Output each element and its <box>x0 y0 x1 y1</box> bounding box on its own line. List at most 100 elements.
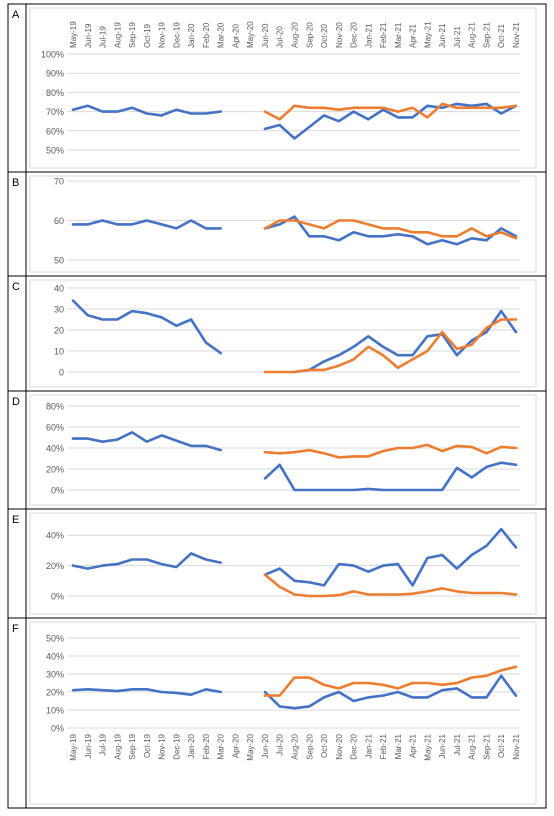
y-tick-label: 0% <box>51 486 64 496</box>
y-tick-label: 10% <box>46 706 64 716</box>
x-tick-label: Aug-20 <box>291 22 300 48</box>
x-tick-label: Jul-21 <box>453 26 462 48</box>
chart-area-frame <box>29 512 537 615</box>
x-tick-label: Jun-19 <box>84 23 93 48</box>
x-tick-label: May-20 <box>246 21 255 48</box>
x-tick-label: Jan-20 <box>187 23 196 48</box>
panel-label: F <box>12 623 19 635</box>
panel-label: B <box>12 177 19 189</box>
x-tick-label: Dec-19 <box>172 22 181 48</box>
series-line-2 <box>263 573 518 598</box>
x-tick-label: Sep-20 <box>305 733 314 759</box>
x-tick-label: Mar-21 <box>394 733 403 759</box>
panel-label: D <box>12 396 20 408</box>
x-tick-label: Feb-20 <box>202 22 211 48</box>
x-tick-label: Aug-19 <box>113 22 122 48</box>
x-tick-label: Sep-19 <box>128 733 137 759</box>
x-tick-label: Oct-21 <box>497 733 506 758</box>
x-tick-label: Oct-21 <box>497 23 506 48</box>
x-tick-label: Jun-19 <box>84 733 93 758</box>
x-tick-label: Jan-21 <box>364 23 373 48</box>
y-tick-label: 10 <box>54 347 64 357</box>
panel-label: A <box>12 9 20 21</box>
series-line-2 <box>263 102 518 121</box>
series-line-1 <box>71 299 222 355</box>
x-tick-label: Jan-20 <box>187 733 196 758</box>
x-tick-label: Feb-21 <box>379 733 388 759</box>
panel-D: D 0% 20% 40% 60% 80% <box>8 390 546 509</box>
x-tick-label: Dec-20 <box>350 22 359 48</box>
x-tick-label: Jun-21 <box>438 23 447 48</box>
panel-F: F 0% 10% 20% 30% 40% 50% May-19 Jun-19 Jul-19 Aug-… <box>8 617 546 808</box>
x-tick-label: Mar-20 <box>217 733 226 759</box>
panel-B: B 50 60 70 <box>8 171 546 276</box>
x-tick-label: May-19 <box>69 733 78 760</box>
panel-label: E <box>12 514 19 526</box>
x-tick-label: Sep-19 <box>128 22 137 48</box>
y-tick-label: 40% <box>46 444 64 454</box>
x-tick-label: Apr-21 <box>409 23 418 48</box>
x-tick-label: Feb-21 <box>379 22 388 48</box>
series-line-1 <box>71 104 222 117</box>
y-tick-label: 80% <box>46 88 64 98</box>
series-line-1 <box>263 674 518 710</box>
y-tick-label: 70% <box>46 107 64 117</box>
y-tick-label: 0 <box>59 368 64 378</box>
x-tick-label: Jul-19 <box>99 733 108 755</box>
x-tick-label: Oct-20 <box>320 23 329 48</box>
x-tick-label: Feb-20 <box>202 733 211 759</box>
x-tick-label: Aug-21 <box>468 22 477 48</box>
series-line-1 <box>263 527 518 587</box>
x-tick-label: Apr-20 <box>231 23 240 48</box>
panel-A: A 50% 60% 70% 80% 90% 100% May-19 Jun-19 Jul-19 Au… <box>8 3 546 172</box>
y-tick-label: 50% <box>46 634 64 644</box>
panel-C: C 0 10 20 30 40 <box>8 275 546 391</box>
series-line-2 <box>263 443 518 459</box>
chart-area-frame <box>29 7 537 169</box>
y-tick-label: 60% <box>46 423 64 433</box>
chart-area-frame <box>29 279 537 388</box>
x-tick-label: Jul-19 <box>99 26 108 48</box>
x-tick-label: May-21 <box>423 21 432 48</box>
x-tick-label: Aug-19 <box>113 733 122 759</box>
x-tick-label: Aug-20 <box>291 733 300 759</box>
y-tick-label: 40% <box>46 652 64 662</box>
y-tick-label: 70 <box>54 177 64 187</box>
x-tick-label: Jul-20 <box>276 733 285 755</box>
series-line-1 <box>71 219 222 230</box>
x-tick-label: Jul-20 <box>276 26 285 48</box>
x-tick-label: Nov-21 <box>512 22 521 48</box>
x-tick-label: Nov-21 <box>512 733 521 759</box>
y-tick-label: 100% <box>41 50 64 60</box>
chart-area-frame <box>29 621 537 805</box>
panel-E: E 0% 20% 40% <box>8 508 546 618</box>
x-tick-label: Dec-19 <box>172 733 181 759</box>
x-tick-label: Oct-20 <box>320 733 329 758</box>
series-line-1 <box>263 215 518 246</box>
y-tick-label: 20% <box>46 561 64 571</box>
y-tick-label: 30 <box>54 305 64 315</box>
series-line-2 <box>263 219 518 240</box>
x-tick-label: Mar-21 <box>394 22 403 48</box>
x-tick-label: Sep-21 <box>482 733 491 759</box>
chart-area-frame <box>29 394 537 506</box>
x-tick-label: May-20 <box>246 733 255 760</box>
x-tick-label: Nov-20 <box>335 733 344 759</box>
x-tick-label: Oct-19 <box>143 23 152 48</box>
x-tick-label: Aug-21 <box>468 733 477 759</box>
x-tick-label: Jun-21 <box>438 733 447 758</box>
x-tick-label: Jun-20 <box>261 733 270 758</box>
x-tick-label: Jul-21 <box>453 733 462 755</box>
series-line-1 <box>71 431 222 452</box>
x-tick-label: Mar-20 <box>217 22 226 48</box>
y-tick-label: 40% <box>46 531 64 541</box>
y-tick-label: 20% <box>46 465 64 475</box>
panel-label: C <box>12 281 20 293</box>
y-tick-label: 60 <box>54 216 64 226</box>
y-tick-label: 50 <box>54 256 64 266</box>
y-tick-label: 20% <box>46 688 64 698</box>
x-tick-label: Apr-20 <box>231 733 240 758</box>
y-tick-label: 50% <box>46 146 64 156</box>
x-tick-label: Nov-19 <box>158 733 167 759</box>
